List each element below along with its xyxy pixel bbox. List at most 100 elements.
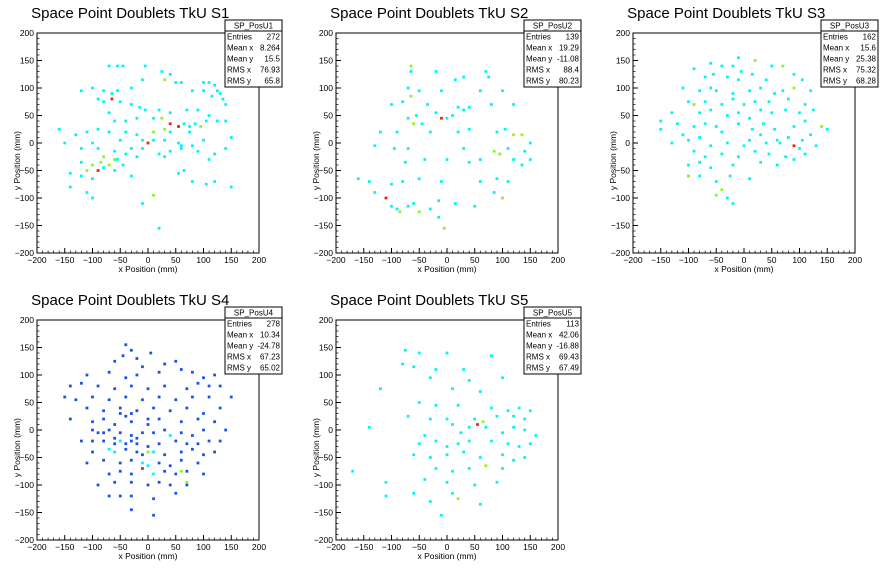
histogram-bin xyxy=(215,119,219,123)
histogram-bin xyxy=(107,64,111,68)
histogram-bin xyxy=(157,370,161,374)
stats-row-label: Mean y xyxy=(227,342,253,351)
histogram-bin xyxy=(163,428,167,432)
x-tick-label: 150 xyxy=(224,255,238,265)
x-axis-label: x Position (mm) xyxy=(714,264,773,274)
x-tick-label: −200 xyxy=(27,255,46,265)
stats-box-name: SP_PosU1 xyxy=(234,22,274,31)
y-tick-label: 100 xyxy=(319,370,333,380)
histogram-bin xyxy=(462,108,466,112)
histogram-bin xyxy=(798,111,801,115)
histogram-bin xyxy=(85,169,89,172)
y-tick-label: −150 xyxy=(15,221,34,231)
histogram-bin xyxy=(501,467,504,470)
histogram-bin xyxy=(168,464,172,468)
histogram-bin xyxy=(512,458,515,462)
stats-box: SP_PosU4 Entries 278 Mean x 10.34 Mean y -24.7… xyxy=(224,306,283,375)
histogram-bin xyxy=(179,450,183,454)
histogram-bin xyxy=(434,368,438,371)
histogram-bin xyxy=(737,56,740,60)
histogram-bin xyxy=(207,81,211,84)
histogram-bin xyxy=(168,409,172,413)
histogram-bin xyxy=(395,130,399,134)
histogram-bin xyxy=(124,119,128,123)
histogram-bin xyxy=(107,163,111,167)
histogram-bin xyxy=(367,425,371,429)
histogram-bin xyxy=(135,133,139,137)
histogram-bin xyxy=(484,70,488,73)
histogram-bin xyxy=(770,111,774,115)
histogram-bin xyxy=(185,469,189,473)
histogram-bin xyxy=(725,196,729,200)
histogram-bin xyxy=(759,86,763,90)
y-tick-label: −150 xyxy=(15,508,34,518)
stats-row-value: 113 xyxy=(566,320,579,329)
histogram-bin xyxy=(670,111,674,115)
stats-row-value: 278 xyxy=(267,320,281,329)
histogram-bin xyxy=(811,108,815,112)
histogram-bin xyxy=(428,207,432,211)
histogram-bin xyxy=(124,442,128,446)
y-tick-label: −200 xyxy=(15,248,34,258)
histogram-bin xyxy=(157,417,161,421)
histogram-bin xyxy=(703,100,707,104)
histogram-bin xyxy=(129,480,133,484)
histogram-bin xyxy=(528,442,532,446)
histogram-bin xyxy=(390,103,393,106)
histogram-bin xyxy=(141,467,144,470)
histogram-bin xyxy=(731,97,735,101)
histogram-bin xyxy=(437,199,441,203)
histogram-bin xyxy=(185,483,189,487)
histogram-bin xyxy=(373,191,377,194)
histogram-bin xyxy=(406,147,410,150)
stats-row-label: Entries xyxy=(227,33,252,42)
histogram-bin xyxy=(459,431,463,435)
histogram-bin xyxy=(202,412,205,415)
x-tick-label: −50 xyxy=(412,542,427,552)
histogram-bin xyxy=(759,160,763,164)
histogram-bin xyxy=(113,119,117,123)
histogram-bin xyxy=(124,130,128,134)
x-tick-label: 150 xyxy=(820,255,834,265)
stats-row-label: Mean y xyxy=(823,55,849,64)
stats-box: SP_PosU2 Entries 139 Mean x 19.29 Mean y -11.0… xyxy=(523,19,582,88)
histogram-bin xyxy=(116,158,119,161)
histogram-bin xyxy=(373,144,377,148)
histogram-bin xyxy=(179,469,183,473)
histogram-bin xyxy=(501,431,504,435)
y-tick-label: 0 xyxy=(29,425,34,435)
x-tick-label: 50 xyxy=(470,542,480,552)
x-tick-label: 100 xyxy=(495,542,509,552)
histogram-bin xyxy=(218,439,222,443)
histogram-bin xyxy=(141,147,144,150)
histogram-bin xyxy=(478,180,482,183)
histogram-bin xyxy=(420,122,424,126)
y-axis-label: y Position (mm) xyxy=(311,131,321,190)
histogram-bin xyxy=(113,149,117,153)
histogram-bin xyxy=(124,447,128,451)
histogram-bin xyxy=(91,450,94,454)
histogram-bin xyxy=(778,141,782,145)
histogram-bin xyxy=(218,92,222,95)
histogram-bin xyxy=(63,141,67,145)
histogram-bin xyxy=(415,114,418,117)
histogram-bin xyxy=(792,144,796,148)
y-tick-label: −50 xyxy=(616,166,631,176)
histogram-bin xyxy=(191,144,194,148)
histogram-bin xyxy=(390,182,393,186)
histogram-bin xyxy=(748,116,751,120)
histogram-bin xyxy=(107,494,111,498)
y-tick-label: −50 xyxy=(319,166,334,176)
histogram-bin xyxy=(229,136,233,139)
histogram-bin xyxy=(417,351,421,355)
histogram-bin xyxy=(80,174,83,178)
histogram-bin xyxy=(451,469,454,473)
histogram-bin xyxy=(753,100,757,104)
histogram-bin xyxy=(124,152,128,156)
histogram-bin xyxy=(135,450,139,454)
histogram-bin xyxy=(193,122,197,126)
histogram-bin xyxy=(534,434,538,437)
histogram-bin xyxy=(152,497,155,501)
stats-row-value: 65.02 xyxy=(260,364,281,373)
histogram-bin xyxy=(196,442,200,446)
